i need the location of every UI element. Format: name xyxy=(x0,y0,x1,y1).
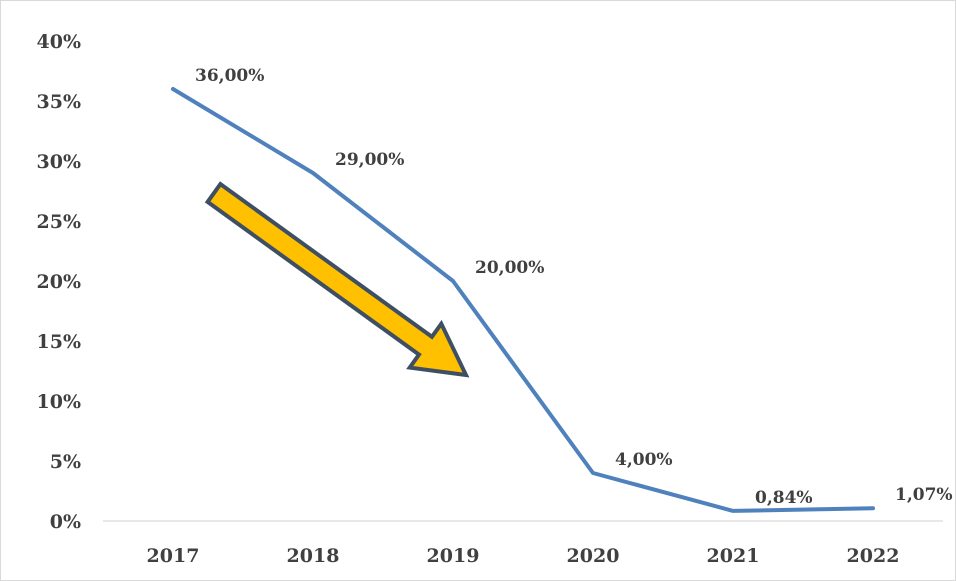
data-label: 29,00% xyxy=(335,150,404,170)
series-group xyxy=(171,87,875,513)
data-label: 36,00% xyxy=(195,66,264,86)
y-tick-label: 15% xyxy=(37,331,82,353)
data-label: 20,00% xyxy=(475,258,544,278)
y-tick-label: 20% xyxy=(37,271,82,293)
x-tick-label: 2019 xyxy=(427,545,480,567)
y-tick-label: 40% xyxy=(37,31,82,53)
y-axis: 0% 5% 10% 15% 20% 25% 30% 35% 40% xyxy=(37,31,82,533)
x-tick-label: 2020 xyxy=(567,545,620,567)
x-tick-label: 2018 xyxy=(287,545,340,567)
y-tick-label: 5% xyxy=(50,451,81,473)
trend-arrow-annotation xyxy=(204,181,470,378)
data-label: 4,00% xyxy=(615,450,673,470)
y-tick-label: 10% xyxy=(37,391,82,413)
x-tick-label: 2021 xyxy=(707,545,760,567)
x-tick-label: 2022 xyxy=(847,545,900,567)
x-tick-label: 2017 xyxy=(147,545,200,567)
data-label: 1,07% xyxy=(895,485,953,505)
trend-arrow xyxy=(204,181,470,378)
y-tick-label: 35% xyxy=(37,91,82,113)
data-label: 0,84% xyxy=(755,488,813,508)
x-axis: 2017 2018 2019 2020 2021 2022 xyxy=(103,520,943,567)
data-labels-group: 36,00% 29,00% 20,00% 4,00% 0,84% 1,07% xyxy=(195,66,953,508)
series-line xyxy=(171,87,875,513)
y-tick-label: 0% xyxy=(50,511,81,533)
y-tick-label: 30% xyxy=(37,151,82,173)
y-tick-label: 25% xyxy=(37,211,82,233)
